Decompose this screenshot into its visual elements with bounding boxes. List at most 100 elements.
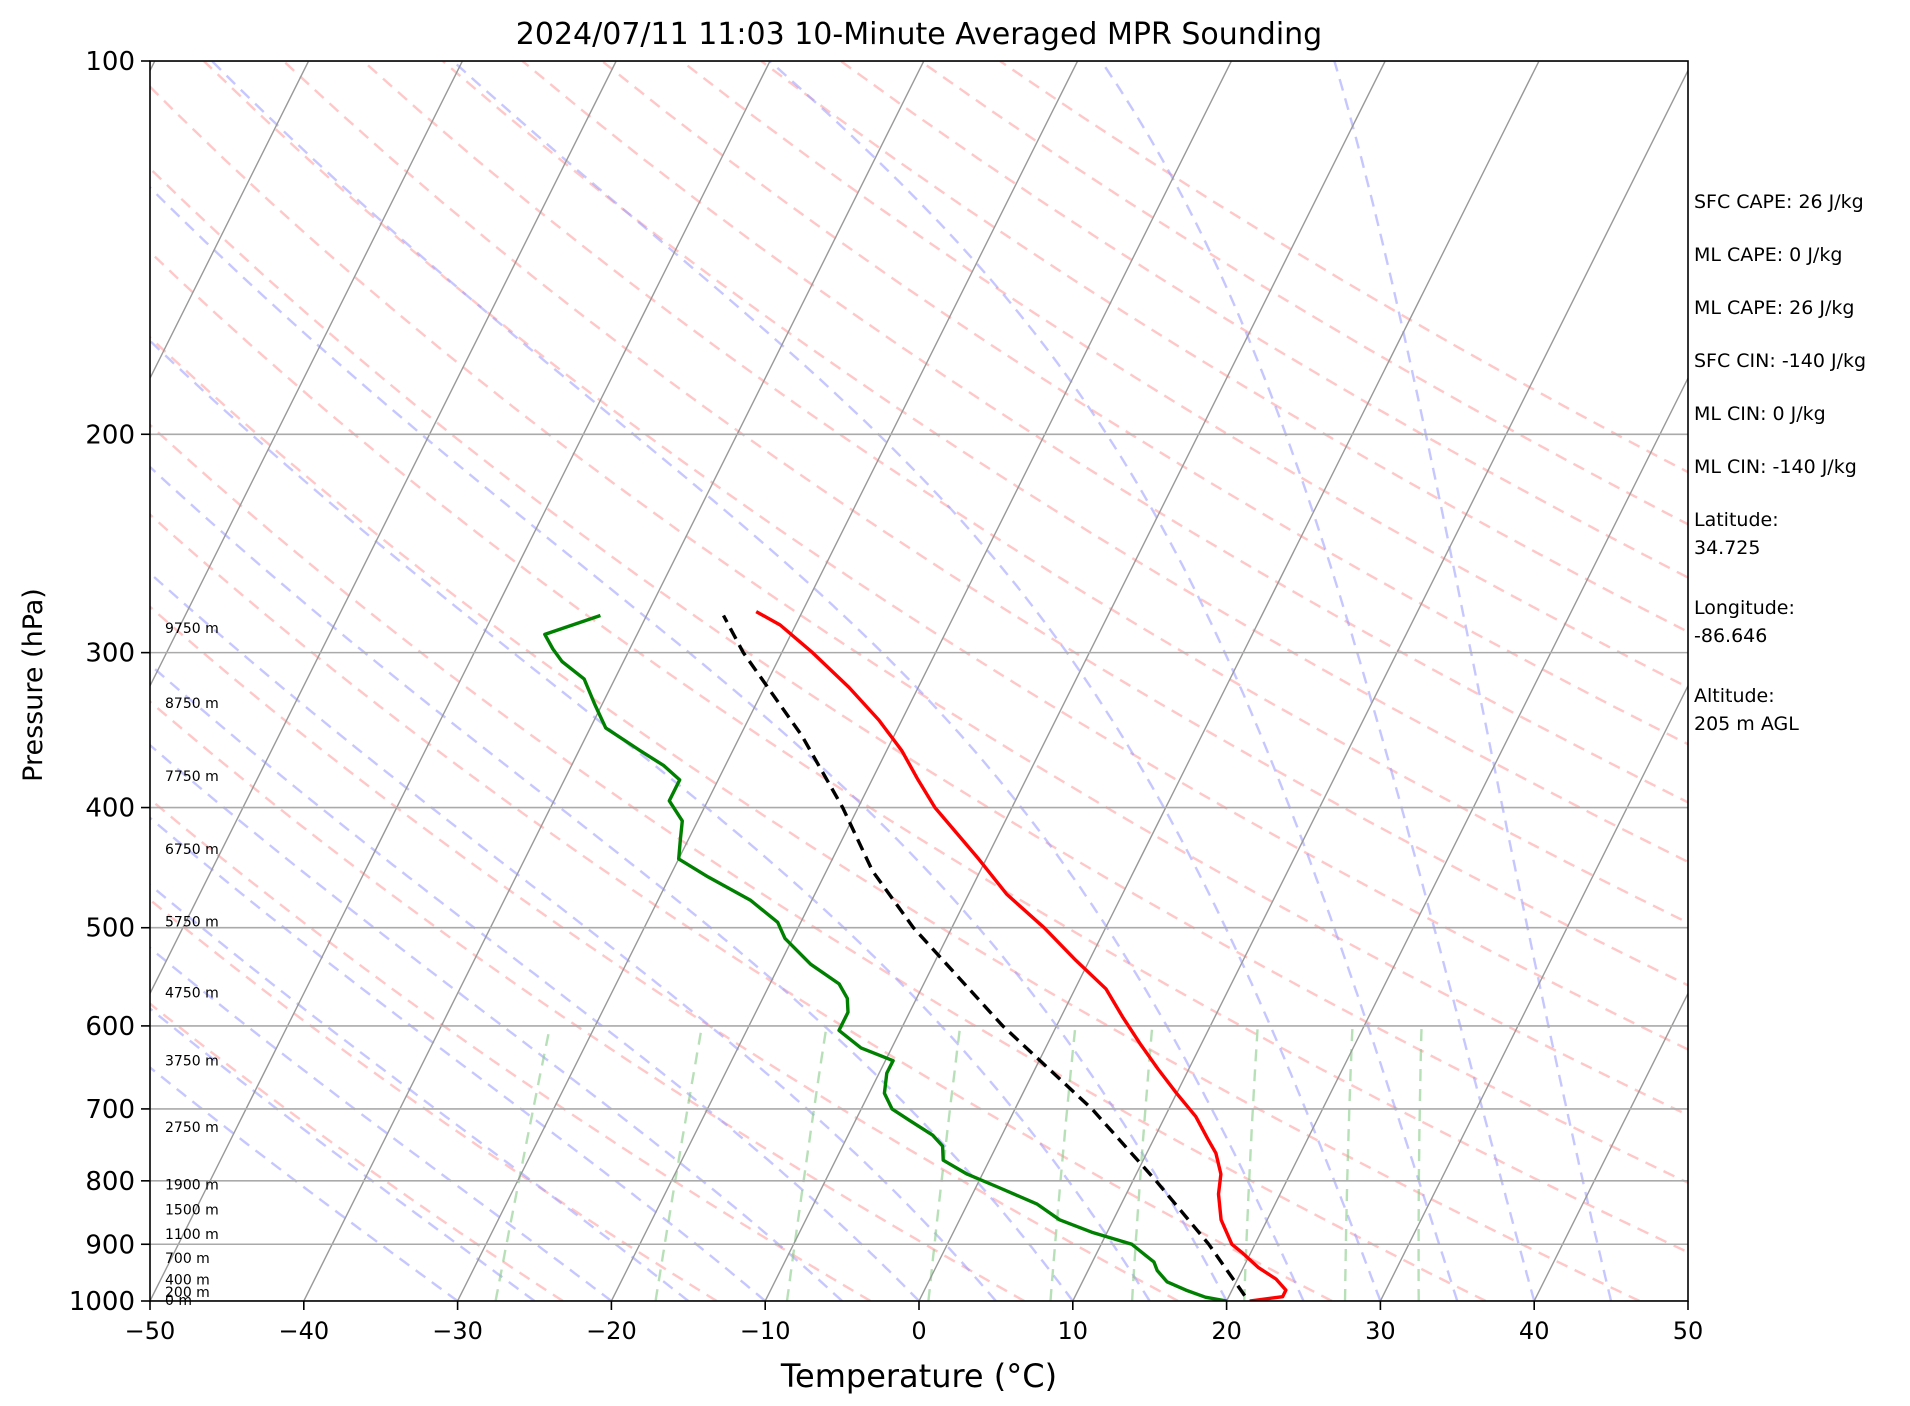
mixing-ratio-line [654, 1025, 704, 1301]
isotherm-line [303, 61, 925, 1301]
longitude-text: Longitude: -86.646 [1694, 597, 1795, 647]
y-tick-label: 100 [85, 47, 135, 77]
dry-adiabat-line [150, 423, 1487, 1301]
x-axis-label: Temperature (°C) [780, 1357, 1057, 1395]
dry-adiabat-line [150, 898, 718, 1301]
background-lines [0, 61, 1688, 1301]
y-tick-label: 900 [85, 1230, 135, 1260]
ml-cape-text-2: ML CAPE: 26 J/kg [1694, 297, 1855, 319]
dry-adiabat-line [282, 61, 1688, 987]
y-tick-label: 600 [85, 1012, 135, 1042]
isotherm-line [150, 61, 310, 380]
moist-adiabat-line [150, 946, 613, 1301]
dry-adiabat-line [150, 797, 872, 1301]
ml-cin-text-2: ML CIN: -140 J/kg [1694, 456, 1857, 478]
sfc-cape-text: SFC CAPE: 26 J/kg [1694, 191, 1864, 213]
dewpoint-trace [543, 613, 1227, 1301]
y-tick-label: 200 [85, 420, 135, 450]
moist-adiabat-line [452, 61, 1382, 1301]
mixing-ratio-line [1343, 1025, 1354, 1301]
isotherm-line [918, 61, 1540, 1301]
moist-adiabat-line [150, 1007, 536, 1301]
moist-adiabat-line [768, 61, 1459, 1301]
height-label: 9750 m [165, 621, 219, 637]
moist-adiabat-line [150, 185, 1228, 1301]
dry-adiabat-line [441, 61, 1688, 864]
height-label: 3750 m [165, 1054, 219, 1070]
x-tick-label: 50 [1673, 1317, 1704, 1345]
dry-adiabat-line [150, 166, 1688, 1185]
moist-adiabat-line [150, 883, 690, 1301]
y-tick-label: 1000 [69, 1287, 135, 1317]
dry-adiabat-line [150, 605, 1179, 1301]
dry-adiabat-line [150, 335, 1641, 1301]
isotherm-line [1225, 376, 1688, 1301]
height-label: 2750 m [165, 1120, 219, 1136]
height-label: 4750 m [165, 986, 219, 1002]
y-tick-label: 400 [85, 794, 135, 824]
dry-adiabat-line [839, 61, 1688, 579]
temperature-trace [755, 610, 1288, 1301]
moist-adiabat-line [1100, 61, 1536, 1301]
ml-cin-text: ML CIN: 0 J/kg [1694, 403, 1826, 425]
x-tick-label: −10 [740, 1317, 791, 1345]
height-label: 700 m [165, 1251, 210, 1267]
sfc-cin-text: SFC CIN: -140 J/kg [1694, 350, 1867, 372]
x-tick-label: −40 [278, 1317, 329, 1345]
moist-adiabat-line [1333, 61, 1613, 1301]
isotherm-line [610, 61, 1233, 1301]
y-tick-label: 800 [85, 1167, 135, 1197]
y-tick-label: 500 [85, 914, 135, 944]
height-label: 400 m [165, 1273, 210, 1289]
x-tick-label: 20 [1211, 1317, 1242, 1345]
isotherm-line [1533, 991, 1688, 1301]
height-label: 8750 m [165, 696, 219, 712]
mixing-ratio-line [1417, 1025, 1423, 1301]
moist-adiabat-line [150, 1066, 459, 1301]
isotherm-line [150, 61, 464, 688]
isotherm-line [1072, 69, 1688, 1301]
isotherm-line [1379, 684, 1688, 1301]
height-label: 1100 m [165, 1227, 219, 1243]
moist-adiabat-line [150, 465, 1074, 1301]
dry-adiabat-line [150, 700, 1025, 1301]
moist-adiabat-line [150, 339, 1151, 1301]
sounding-info-panel: SFC CAPE: 26 J/kg ML CAPE: 0 J/kg ML CAP… [1694, 188, 1904, 770]
x-tick-label: −50 [125, 1317, 176, 1345]
x-tick-label: 30 [1365, 1317, 1396, 1345]
dry-adiabat-line [150, 512, 1333, 1301]
y-axis-label: Pressure (hPa) [18, 588, 49, 782]
chart-title: 2024/07/11 11:03 10-Minute Averaged MPR … [516, 17, 1322, 52]
moist-adiabat-line [150, 663, 920, 1301]
x-tick-label: −20 [586, 1317, 637, 1345]
plot-frame [149, 60, 1689, 1302]
height-label: 1500 m [165, 1202, 219, 1218]
height-label: 5750 m [165, 914, 219, 930]
mixing-ratio-line [785, 1025, 828, 1301]
isotherm-line [0, 61, 1, 1301]
x-tick-label: −30 [432, 1317, 483, 1345]
parcel-path-trace [722, 614, 1247, 1297]
dry-adiabat-line [150, 250, 1688, 1254]
moist-adiabat-line [150, 816, 766, 1301]
latitude-text: Latitude: 34.725 [1694, 509, 1779, 559]
isotherm-line [150, 61, 617, 995]
isotherm-line [764, 61, 1386, 1301]
x-tick-label: 10 [1058, 1317, 1089, 1345]
height-label: 7750 m [165, 769, 219, 785]
dry-adiabat-line [760, 61, 1688, 634]
y-tick-label: 700 [85, 1095, 135, 1125]
series-group [543, 610, 1288, 1301]
x-tick-label: 40 [1519, 1317, 1550, 1345]
isotherm-line [150, 61, 771, 1301]
height-label: 6750 m [165, 842, 219, 858]
height-label: 1900 m [165, 1178, 219, 1194]
isotherm-line [456, 61, 1079, 1301]
mixing-ratio-line [494, 1025, 552, 1301]
moist-adiabat-line [211, 61, 1305, 1301]
x-axis-ticks: −50 −40 −30 −20 −10 0 10 20 30 40 50 [125, 1301, 1704, 1345]
dry-adiabat-line [202, 61, 1688, 1051]
ml-cape-text: ML CAPE: 0 J/kg [1694, 244, 1843, 266]
